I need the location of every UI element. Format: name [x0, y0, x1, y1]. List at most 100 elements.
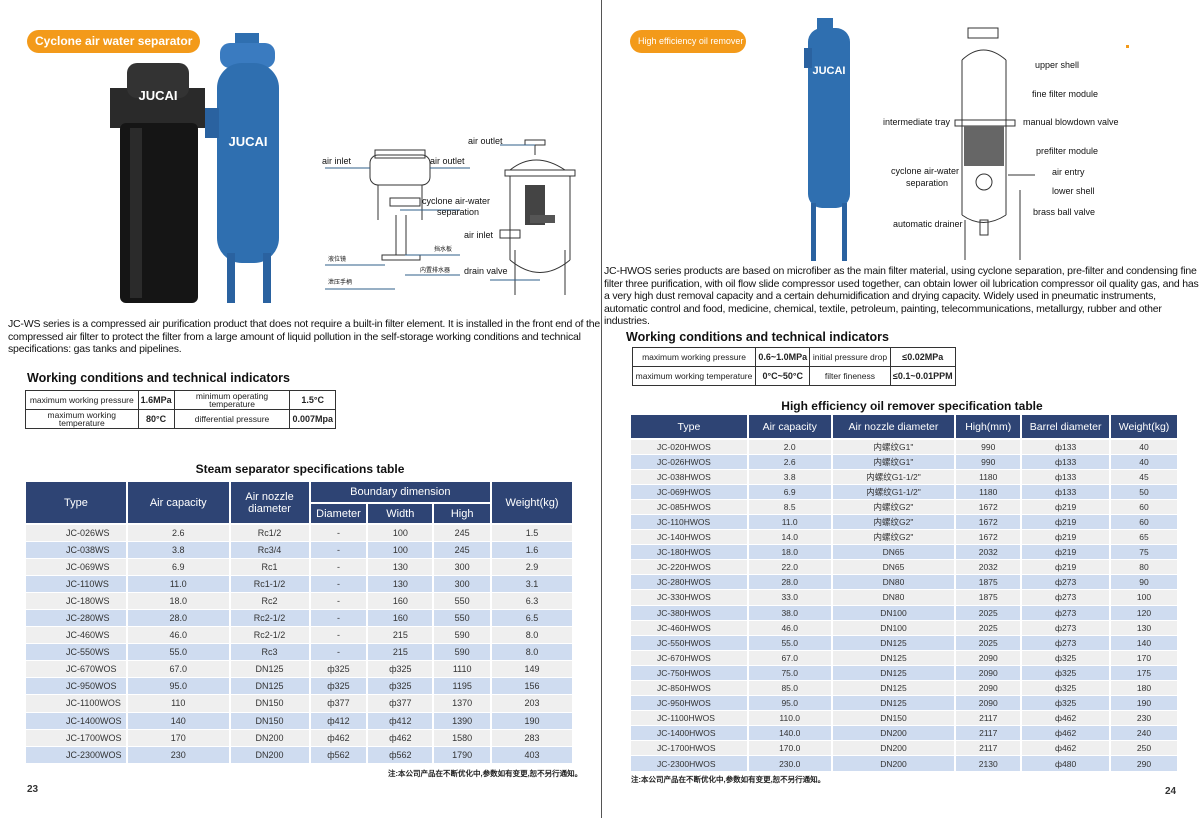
table-cell: 2090	[955, 695, 1023, 712]
page-divider	[601, 0, 602, 818]
table-cell: 100	[367, 541, 435, 559]
table-cell: 160	[367, 592, 435, 610]
label-air-inlet-2: air inlet	[464, 230, 494, 240]
col-weight: Weight(kg)	[491, 482, 574, 525]
page-number: 24	[1165, 786, 1177, 797]
cell-type: JC-2300HWOS	[631, 755, 749, 772]
table-cell: 1875	[955, 589, 1023, 606]
table-cell: 590	[433, 643, 493, 662]
table-cell: 38.0	[747, 605, 833, 621]
wc-value: 1.6MPa	[137, 390, 175, 410]
table-row: JC-180WS 18.0 Rc2-160 550 6.3	[26, 592, 574, 610]
table-row: JC-180HWOS 18.0 DN65 2032 ф219 75	[631, 544, 1179, 561]
table-cell: 300	[433, 558, 493, 576]
table-cell: Rc3/4	[229, 541, 311, 559]
table-cell: 403	[491, 746, 574, 764]
table-cell: 内螺纹G2"	[831, 499, 957, 515]
col-header: Air capacity	[747, 415, 833, 440]
table-cell: ф462	[309, 729, 369, 747]
wc-label: minimum operating temperature	[173, 390, 291, 410]
table-row: JC-038WS 3.8 Rc3/4-100 245 1.6	[26, 541, 574, 559]
table-row: JC-750HWOS 75.0 DN125 2090 ф325 175	[631, 665, 1179, 682]
cell-type: JC-1700WOS	[26, 729, 128, 747]
table-cell: Rc2	[229, 592, 311, 610]
table-cell: 230	[126, 746, 231, 764]
cell-type: JC-950HWOS	[631, 695, 749, 712]
col-width: Width	[367, 503, 435, 525]
working-conditions-title: Working conditions and technical indicat…	[27, 371, 290, 385]
table-cell: 230	[1110, 710, 1179, 727]
table-cell: DN200	[229, 746, 311, 764]
cell-type: JC-1100WOS	[26, 694, 128, 713]
label-manual-blowdown: manual blowdown valve	[1023, 117, 1119, 127]
col-header: Air nozzle diameter	[831, 415, 957, 440]
cell-type: JC-026HWOS	[631, 454, 749, 470]
table-cell: 2025	[955, 605, 1023, 621]
table-cell: ф133	[1021, 469, 1112, 485]
spec-table: Type Air capacity Air nozzle diameter High(…	[631, 415, 1179, 772]
table-cell: 内螺纹G2"	[831, 529, 957, 546]
table-cell: -	[309, 643, 369, 662]
label-prefilter: prefilter module	[1036, 146, 1099, 156]
table-cell: 190	[1110, 695, 1179, 712]
table-cell: 1.6	[491, 541, 574, 559]
table-cell: 18.0	[747, 544, 833, 561]
table-row: JC-2300HWOS 230.0 DN200 2130 ф480 290	[631, 755, 1179, 772]
table-cell: 2090	[955, 650, 1023, 666]
working-conditions-table: maximum working pressure 0.6~1.0MPa initia…	[631, 347, 957, 386]
cell-type: JC-460HWOS	[631, 620, 749, 636]
table-cell: 2090	[955, 665, 1023, 682]
cell-type: JC-330HWOS	[631, 589, 749, 606]
table-cell: ф325	[1021, 695, 1112, 712]
cell-type: JC-180HWOS	[631, 544, 749, 561]
table-cell: 1390	[433, 712, 493, 730]
cell-type: JC-550WS	[26, 643, 128, 662]
col-air-capacity: Air capacity	[126, 482, 231, 525]
table-cell: 60	[1110, 514, 1179, 531]
cell-type: JC-380HWOS	[631, 605, 749, 621]
table-cell: ф377	[367, 694, 435, 713]
cell-type: JC-2300WOS	[26, 746, 128, 764]
table-cell: 130	[367, 575, 435, 593]
table-cell: 内螺纹G1"	[831, 439, 957, 455]
table-cell: DN125	[831, 650, 957, 666]
table-cell: -	[309, 609, 369, 628]
table-cell: 22.0	[747, 559, 833, 576]
table-cell: -	[309, 558, 369, 576]
footnote: 注:本公司产品在不断优化中,参数如有变更,恕不另行通知。	[631, 775, 826, 784]
table-cell: 40	[1110, 439, 1179, 455]
table-cell: 140.0	[747, 725, 833, 742]
wc-value: 0.007Mpa	[289, 409, 336, 429]
table-row: JC-026WS 2.6 Rc1/2-100 245 1.5	[26, 524, 574, 542]
table-cell: 1672	[955, 514, 1023, 531]
table-row: JC-020HWOS 2.0 内螺纹G1" 990 ф133 40	[631, 439, 1179, 455]
table-cell: 67.0	[747, 650, 833, 666]
cell-type: JC-069HWOS	[631, 484, 749, 500]
table-cell: ф219	[1021, 514, 1112, 531]
table-cell: 18.0	[126, 592, 231, 610]
table-cell: ф325	[309, 660, 369, 679]
table-cell: Rc3	[229, 643, 311, 662]
cell-type: JC-110WS	[26, 575, 128, 593]
table-cell: ф273	[1021, 635, 1112, 651]
table-cell: 6.5	[491, 609, 574, 628]
table-cell: 590	[433, 626, 493, 645]
table-row: JC-330HWOS 33.0 DN80 1875 ф273 100	[631, 589, 1179, 606]
table-cell: ф412	[367, 712, 435, 730]
wc-label: maximum working temperature	[25, 409, 139, 429]
table-cell: 300	[433, 575, 493, 593]
table-row: JC-950HWOS 95.0 DN125 2090 ф325 190	[631, 695, 1179, 712]
table-cell: DN125	[831, 635, 957, 651]
table-cell: -	[309, 575, 369, 593]
table-cell: DN80	[831, 574, 957, 591]
wc-value: 80°C	[137, 409, 175, 429]
table-cell: 283	[491, 729, 574, 747]
label-upper-shell: upper shell	[1035, 60, 1080, 70]
spec-table-title: High efficiency oil remover specificatio…	[781, 399, 1043, 413]
table-row: JC-1100HWOS 110.0 DN150 2117 ф462 230	[631, 710, 1179, 727]
cell-type: JC-069WS	[26, 558, 128, 576]
wc-label: filter fineness	[809, 366, 891, 386]
table-row: JC-280WS 28.0 Rc2-1/2-160 550 6.5	[26, 609, 574, 628]
table-cell: 2.6	[126, 524, 231, 542]
table-cell: 203	[491, 694, 574, 713]
